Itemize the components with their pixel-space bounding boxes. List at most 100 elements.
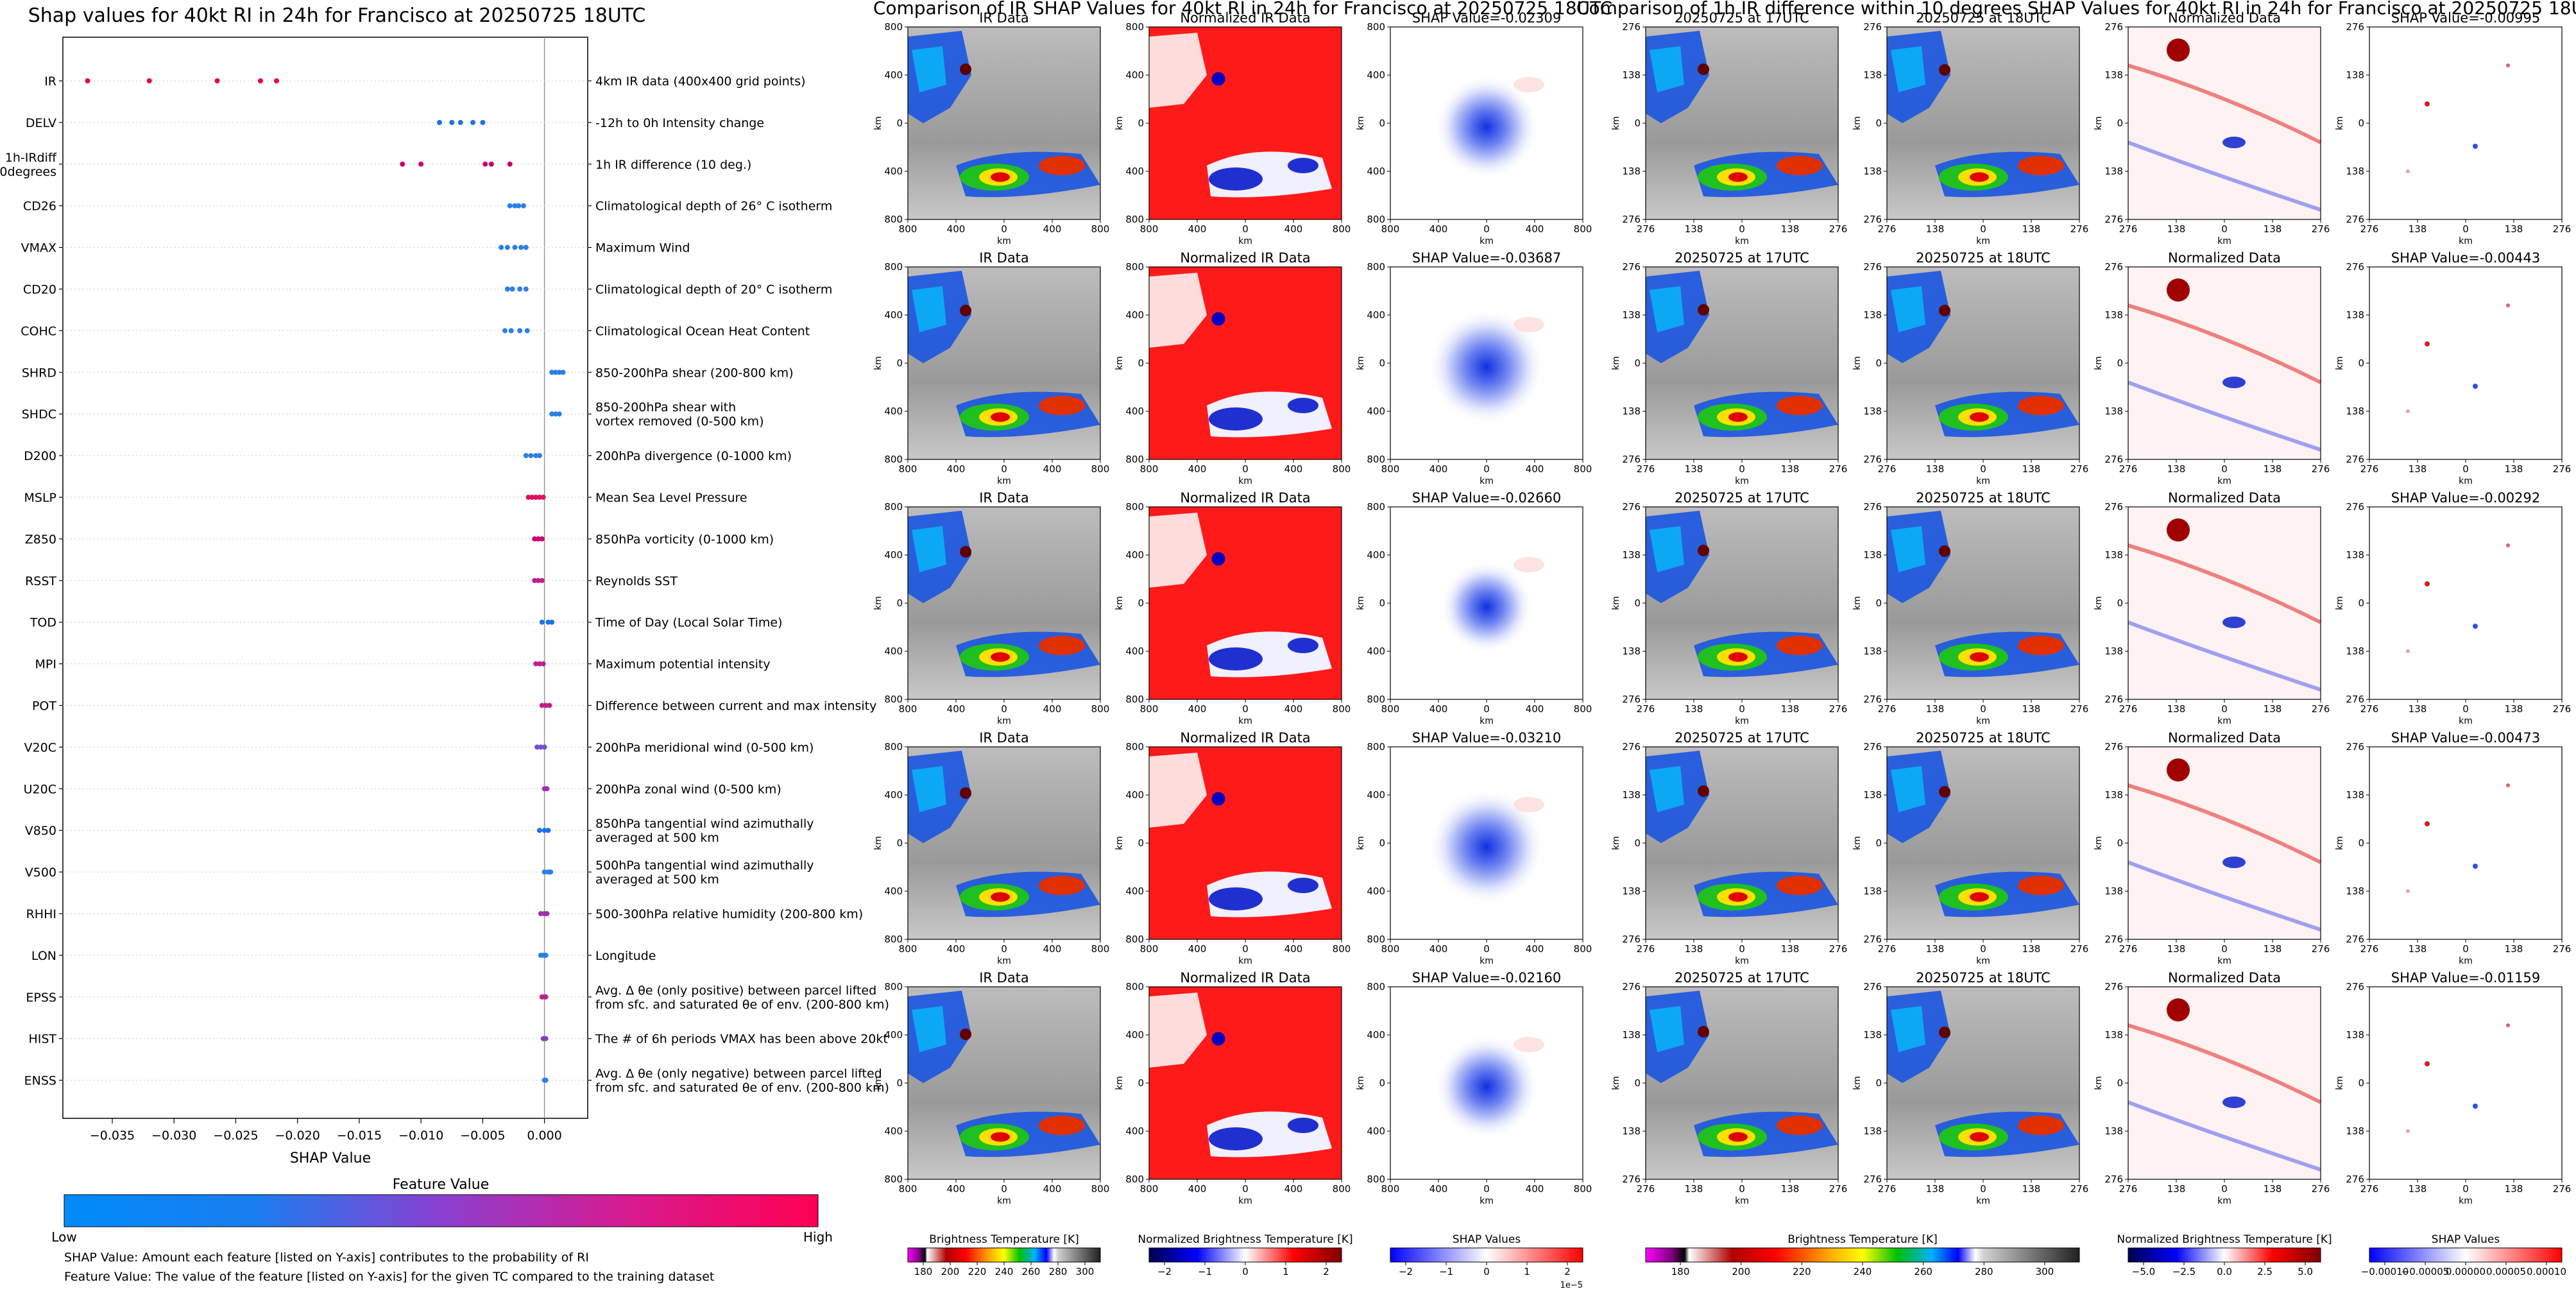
x-tick-label: 138 — [2505, 463, 2523, 475]
y-tick-label: 138 — [2104, 166, 2123, 177]
feature-description-label: 850hPa vorticity (0-1000 km) — [595, 533, 774, 547]
y-tick-label: 138 — [2104, 1029, 2123, 1041]
y-tick-label: 276 — [1622, 981, 1641, 993]
x-axis-unit-label: km — [1735, 236, 1749, 246]
x-tick-label: 138 — [2167, 223, 2186, 235]
y-tick-label: 0 — [896, 597, 903, 609]
x-tick-label: 0 — [1980, 943, 1986, 955]
x-tick-label: 138 — [2022, 703, 2041, 715]
y-tick-label: 138 — [2346, 645, 2364, 657]
x-axis-unit-label: km — [1480, 956, 1494, 966]
shap-positive-patch — [1514, 77, 1544, 92]
x-tick-label: 400 — [947, 463, 966, 475]
diff-warm-streak — [2128, 543, 2322, 624]
colorbar-exponent: 1e−5 — [1560, 1281, 1583, 1289]
y-tick-label: 400 — [1125, 789, 1144, 801]
shap-point — [518, 244, 524, 250]
diff-shap-speck — [2406, 649, 2410, 653]
shap-point — [146, 78, 152, 83]
x-tick-label: 276 — [2360, 463, 2379, 475]
x-tick-label: 800 — [899, 1183, 917, 1195]
x-tick-label: 138 — [2022, 463, 2041, 475]
convective-core-red — [991, 1132, 1010, 1142]
feature-description-label: 850hPa tangential wind azimuthally — [595, 817, 814, 831]
x-tick-label: 276 — [2070, 943, 2089, 955]
shap-summary-title: Shap values for 40kt RI in 24h for Franc… — [28, 4, 646, 27]
shap-point — [538, 744, 543, 750]
x-axis-unit-label: km — [1238, 956, 1252, 966]
x-tick-label: 276 — [1829, 463, 1848, 475]
x-axis-unit-label: km — [2459, 716, 2473, 726]
x-tick-label: 0 — [1980, 1183, 1986, 1195]
colorbar-tick-label: 220 — [1793, 1266, 1811, 1277]
y-tick-label: 400 — [1367, 69, 1385, 81]
y-tick-label: 276 — [2346, 1174, 2364, 1185]
x-tick-label: 276 — [2312, 703, 2330, 715]
x-tick-label: 800 — [899, 463, 917, 475]
shap-point — [536, 495, 542, 500]
x-tick-label: 276 — [1878, 223, 1897, 235]
y-tick-label: 276 — [1863, 214, 1882, 225]
shap-point — [85, 78, 90, 83]
convective-cell-east — [1777, 156, 1823, 175]
y-tick-label: 138 — [2346, 405, 2364, 417]
feature-name-label: CD20 — [23, 283, 56, 297]
panel-title: Normalized IR Data — [1180, 490, 1310, 506]
x-axis-unit-label: km — [1976, 1196, 1990, 1206]
y-tick-label: 276 — [1863, 501, 1882, 513]
x-tick-label: 0 — [1242, 463, 1249, 475]
feature-description-label: Time of Day (Local Solar Time) — [595, 616, 783, 630]
y-tick-label: 800 — [884, 981, 903, 993]
diff-shap-speck — [2406, 1129, 2410, 1133]
colorbar-tick-label: −1 — [1198, 1266, 1212, 1277]
x-tick-label: 138 — [2505, 223, 2523, 235]
x-tick-label: 400 — [1284, 1183, 1303, 1195]
colorbar-high-label: High — [803, 1229, 833, 1245]
x-tick-label: 0 — [2221, 463, 2228, 475]
diff-shap-speck — [2425, 821, 2430, 826]
x-tick-label: −0.020 — [275, 1129, 320, 1143]
x-tick-label: 138 — [2505, 1183, 2523, 1195]
shap-point — [524, 328, 530, 334]
y-tick-label: 138 — [2346, 69, 2364, 81]
shap-point — [556, 370, 562, 375]
colorbar-strip — [2128, 1247, 2321, 1263]
shap-point — [543, 703, 549, 708]
diff-cold-core — [2222, 1097, 2246, 1108]
panel-title: 20250725 at 17UTC — [1675, 10, 1809, 26]
y-tick-label: 138 — [1863, 69, 1882, 81]
y-tick-label: 400 — [1125, 645, 1144, 657]
shap-point — [508, 328, 514, 334]
y-tick-label: 138 — [2104, 885, 2123, 897]
y-tick-label: 138 — [1622, 166, 1641, 177]
x-tick-label: 0 — [1001, 703, 1007, 715]
shap-point — [543, 1077, 549, 1083]
tc-eye-marker — [960, 787, 971, 799]
x-tick-label: 276 — [1637, 463, 1655, 475]
shap-point — [552, 411, 558, 417]
cold-cloud-core — [1891, 286, 1925, 332]
diff-shap-speck — [2425, 1061, 2430, 1066]
x-tick-label: 0 — [1483, 703, 1490, 715]
y-axis-unit-label: km — [2335, 356, 2345, 370]
x-tick-label: 276 — [2070, 463, 2089, 475]
y-tick-label: 138 — [1863, 405, 1882, 417]
y-axis-unit-label: km — [2335, 836, 2345, 850]
y-tick-label: 138 — [1622, 645, 1641, 657]
convective-core-red — [1728, 1132, 1748, 1142]
y-tick-label: 0 — [1634, 357, 1641, 369]
diff-warm-core — [2167, 518, 2190, 542]
y-tick-label: 276 — [2104, 501, 2123, 513]
shap-point — [556, 411, 562, 417]
x-tick-label: 138 — [1926, 463, 1945, 475]
x-axis-unit-label: km — [997, 236, 1011, 246]
x-tick-label: 400 — [1429, 1183, 1448, 1195]
colorbar-tick-label: −1 — [1439, 1266, 1453, 1277]
shap-point — [520, 203, 526, 209]
shap-point — [539, 536, 545, 542]
panel-title: Normalized Data — [2168, 730, 2281, 746]
y-tick-label: 0 — [2358, 597, 2364, 609]
x-tick-label: −0.035 — [90, 1129, 135, 1143]
panel-title: IR Data — [979, 730, 1029, 746]
y-tick-label: 276 — [2346, 694, 2364, 705]
